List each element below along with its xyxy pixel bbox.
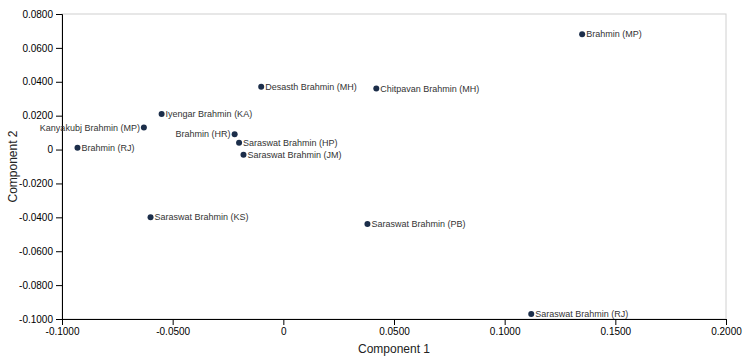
x-axis: -0.1000 -0.0500 0 0.0500 0.1000 0.1500 0.2000 xyxy=(46,319,743,337)
y-tick: 0 xyxy=(47,144,62,155)
y-tick: 0.0800 xyxy=(22,9,62,20)
point-label: Saraswat Brahmin (JM) xyxy=(247,150,341,160)
y-tick-label: -0.0400 xyxy=(19,212,53,223)
x-tick: 0 xyxy=(281,319,287,337)
x-tick-label: 0 xyxy=(281,326,287,337)
point-label: Desasth Brahmin (MH) xyxy=(265,82,357,92)
point xyxy=(364,221,370,227)
y-tick-mark xyxy=(56,183,62,184)
x-tick: 0.1500 xyxy=(601,319,632,337)
y-tick-label: 0 xyxy=(47,144,53,155)
x-tick: -0.0500 xyxy=(156,319,190,337)
point-label: Brahmin (RJ) xyxy=(81,143,134,153)
y-tick-mark xyxy=(56,116,62,117)
point xyxy=(528,311,534,317)
point xyxy=(141,125,147,131)
point-label: Brahmin (MP) xyxy=(586,29,642,39)
y-axis-title: Component 2 xyxy=(6,130,20,202)
point-label: Iyengar Brahmin (KA) xyxy=(166,109,253,119)
x-tick-mark xyxy=(726,319,727,325)
y-axis: -0.1000 -0.0800 -0.0600 -0.0400 -0.0200 0 0.02… xyxy=(19,9,62,325)
x-tick-label: -0.0500 xyxy=(156,326,190,337)
y-tick-mark xyxy=(56,82,62,83)
x-tick: 0.2000 xyxy=(711,319,742,337)
plot-frame xyxy=(62,14,726,319)
y-tick-mark xyxy=(56,14,62,15)
x-tick-label: 0.1000 xyxy=(490,326,521,337)
point xyxy=(232,131,238,137)
point-label: Saraswat Brahmin (KS) xyxy=(155,212,249,222)
y-tick: -0.0400 xyxy=(19,212,62,223)
y-tick: 0.0400 xyxy=(22,76,62,87)
x-tick-mark xyxy=(505,319,506,325)
x-tick: 0.0500 xyxy=(379,319,410,337)
point-label: Kanyakubj Brahmin (MP) xyxy=(40,123,140,133)
y-tick-label: -0.0800 xyxy=(19,280,53,291)
y-tick-label: -0.1000 xyxy=(19,314,53,325)
point-labels: Brahmin (MP) Desasth Brahmin (MH) Chitpava… xyxy=(40,29,642,319)
point xyxy=(159,111,165,117)
y-tick-label: 0.0600 xyxy=(22,43,53,54)
point-label: Saraswat Brahmin (RJ) xyxy=(535,309,628,319)
point xyxy=(236,140,242,146)
x-tick-label: 0.0500 xyxy=(379,326,410,337)
point xyxy=(74,145,80,151)
plot: -0.1000-0.050000.05000.10000.15000.2000-… xyxy=(19,9,742,337)
point xyxy=(240,152,246,158)
y-tick: -0.0800 xyxy=(19,280,62,291)
x-tick-mark xyxy=(173,319,174,325)
x-tick-mark xyxy=(283,319,284,325)
y-tick-label: 0.0800 xyxy=(22,9,53,20)
point-label: Saraswat Brahmin (PB) xyxy=(371,219,465,229)
point xyxy=(579,31,585,37)
y-tick-label: 0.0400 xyxy=(22,76,53,87)
point-label: Chitpavan Brahmin (MH) xyxy=(380,84,479,94)
point-label: Brahmin (HR) xyxy=(176,129,231,139)
y-tick-mark xyxy=(56,285,62,286)
y-tick-label: 0.0200 xyxy=(22,110,53,121)
points xyxy=(74,31,585,317)
y-tick-mark xyxy=(56,251,62,252)
y-tick: 0.0600 xyxy=(22,43,62,54)
x-tick: 0.1000 xyxy=(490,319,521,337)
x-tick-mark xyxy=(615,319,616,325)
point xyxy=(373,86,379,92)
x-tick-label: -0.1000 xyxy=(46,326,80,337)
y-tick: -0.0600 xyxy=(19,246,62,257)
x-tick-mark xyxy=(394,319,395,325)
x-tick-label: 0.1500 xyxy=(601,326,632,337)
y-tick-label: -0.0200 xyxy=(19,178,53,189)
y-tick: 0.0200 xyxy=(22,110,62,121)
x-axis-line xyxy=(63,320,727,326)
y-tick-mark xyxy=(56,48,62,49)
y-tick-mark xyxy=(56,319,62,320)
y-tick-mark xyxy=(56,217,62,218)
y-axis-line xyxy=(56,15,63,320)
y-tick-label: -0.0600 xyxy=(19,246,53,257)
y-tick-mark xyxy=(56,150,62,151)
chart: -0.1000-0.050000.05000.10000.15000.2000-… xyxy=(0,0,744,359)
y-tick: -0.1000 xyxy=(19,314,62,325)
point-label: Saraswat Brahmin (HP) xyxy=(243,138,338,148)
y-tick: -0.0200 xyxy=(19,178,62,189)
point xyxy=(148,214,154,220)
x-tick-label: 0.2000 xyxy=(711,326,742,337)
point xyxy=(258,84,264,90)
x-axis-title: Component 1 xyxy=(358,342,430,356)
